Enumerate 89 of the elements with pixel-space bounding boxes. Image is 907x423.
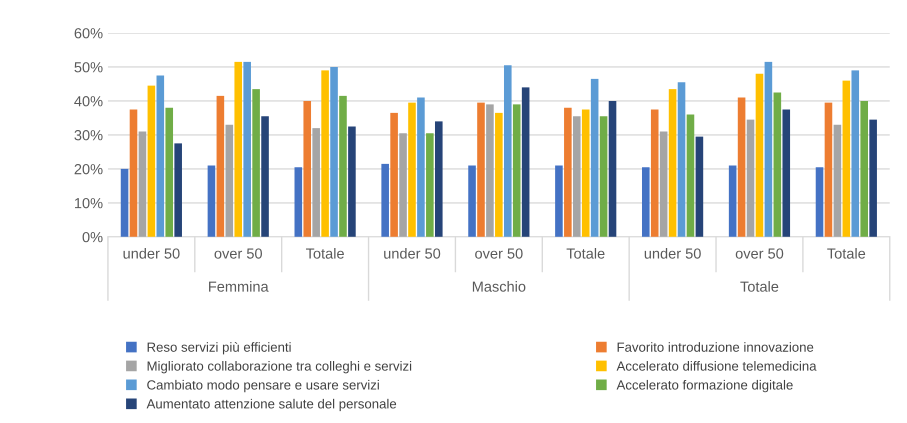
bar <box>774 92 782 237</box>
bar <box>660 132 668 237</box>
bar <box>678 82 686 237</box>
bar <box>130 109 138 237</box>
bar <box>738 98 746 237</box>
bar <box>851 70 860 237</box>
bar <box>860 100 868 237</box>
bar <box>869 120 877 237</box>
bar <box>650 109 659 237</box>
legend-label: Accelerato formazione digitale <box>616 380 793 392</box>
y-tick-label: 30% <box>74 130 103 140</box>
bar <box>243 62 251 237</box>
legend-label: Cambiato modo pensare e usare servizi <box>147 380 379 392</box>
legend-label: Accelerato diffusione telemedicina <box>616 361 817 371</box>
x-tick-label: under 50 <box>644 248 701 259</box>
bar <box>608 100 616 237</box>
bar <box>339 96 347 237</box>
bar <box>234 62 242 237</box>
text: Femmina <box>209 281 269 292</box>
y-tick-label: 20% <box>74 164 103 174</box>
bar <box>468 166 476 237</box>
x-tick-label: under 50 <box>384 248 440 259</box>
bar <box>294 167 302 237</box>
bar <box>148 86 156 237</box>
bar <box>156 75 164 237</box>
bar <box>728 166 736 237</box>
bar <box>824 102 832 237</box>
bar <box>348 126 356 237</box>
bar <box>564 108 572 237</box>
bar <box>261 116 269 237</box>
text: Maschio <box>472 281 526 292</box>
bar <box>582 109 590 237</box>
bar <box>330 66 338 237</box>
bar <box>252 89 260 237</box>
text: Totale <box>740 281 778 292</box>
legend-label: Reso servizi più efficienti <box>148 342 291 354</box>
bar <box>312 128 320 237</box>
bar <box>746 120 754 237</box>
bar <box>495 112 503 237</box>
legend-label: Favorito introduzione innovazione <box>618 342 814 352</box>
bar <box>642 167 650 237</box>
bar <box>696 136 704 237</box>
bar <box>816 167 824 237</box>
x-tick-label: Totale <box>827 248 866 259</box>
bar <box>390 112 398 237</box>
bar <box>417 98 425 237</box>
bar <box>138 132 146 237</box>
bar <box>686 114 694 237</box>
x-tick-label: over 50 <box>475 248 523 259</box>
x-tick-label: under 50 <box>124 248 180 259</box>
bar <box>408 102 416 237</box>
bar <box>216 96 224 237</box>
bar <box>208 166 216 237</box>
x-tick-label: Totale <box>306 248 344 259</box>
x-tick-label: Totale <box>566 248 605 259</box>
bar <box>486 104 494 237</box>
y-tick-label: 50% <box>74 62 103 72</box>
bar <box>512 104 521 237</box>
x-tick-label: over 50 <box>736 248 784 259</box>
bar <box>226 124 234 237</box>
bar <box>477 102 485 237</box>
bar <box>165 108 174 237</box>
bar <box>399 133 407 237</box>
bar <box>834 124 842 237</box>
bar <box>522 87 530 237</box>
bar <box>668 89 676 237</box>
bar <box>590 78 598 237</box>
y-tick-label: 60% <box>74 28 103 38</box>
bar <box>842 80 850 237</box>
bar <box>764 62 772 237</box>
bar <box>321 70 329 237</box>
bar <box>572 116 581 237</box>
bar <box>303 100 312 237</box>
bar <box>504 65 512 237</box>
bar <box>600 116 608 237</box>
bar <box>174 143 182 237</box>
bar <box>756 74 764 237</box>
y-tick-label: 10% <box>74 198 103 208</box>
legend-label: Migliorato collaborazione tra colleghi e servizi <box>148 361 412 374</box>
x-tick-label: over 50 <box>214 248 262 259</box>
bar <box>434 121 443 237</box>
y-tick-label: 0% <box>82 232 103 242</box>
bar <box>426 133 434 237</box>
y-tick-label: 40% <box>74 96 103 106</box>
legend-label: Aumentato attenzione salute del personale <box>146 398 396 412</box>
bar <box>381 164 389 237</box>
bar <box>782 109 790 237</box>
bar <box>555 166 563 237</box>
bar <box>120 168 128 237</box>
